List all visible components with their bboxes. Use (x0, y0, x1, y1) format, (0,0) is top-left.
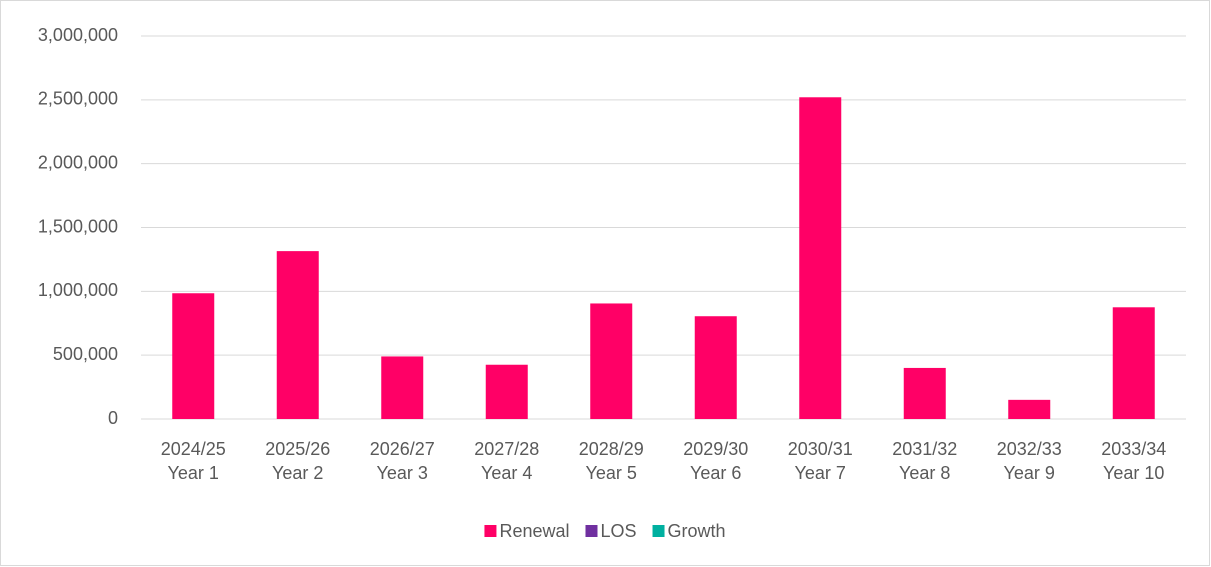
x-tick-label: 2031/32 (892, 439, 957, 459)
legend: Renewal LOS Growth (484, 521, 726, 541)
y-tick-label: 3,000,000 (38, 25, 118, 45)
x-tick-label: 2032/33 (997, 439, 1062, 459)
x-tick-label: Year 5 (586, 463, 637, 483)
x-tick-label: 2025/26 (265, 439, 330, 459)
bar (590, 303, 633, 419)
bar (381, 356, 424, 419)
x-tick-label: 2029/30 (683, 439, 748, 459)
y-tick-label: 500,000 (53, 344, 118, 364)
legend-swatch (652, 525, 665, 537)
x-tick-label: Year 4 (481, 463, 532, 483)
bar (903, 367, 946, 419)
y-tick-label: 2,000,000 (38, 152, 118, 172)
legend-swatch (585, 525, 598, 537)
x-tick-label: Year 9 (1004, 463, 1055, 483)
bar (172, 293, 215, 419)
x-tick-label: Year 10 (1103, 463, 1164, 483)
x-tick-label: 2027/28 (474, 439, 539, 459)
legend-label: Growth (668, 521, 726, 541)
legend-label: Renewal (499, 521, 569, 541)
legend-swatch (484, 525, 497, 537)
bar (276, 251, 319, 419)
bar (799, 97, 842, 419)
bar (1112, 307, 1155, 419)
y-tick-label: 0 (108, 408, 118, 428)
bar (1008, 399, 1051, 419)
x-tick-label: Year 7 (795, 463, 846, 483)
y-tick-label: 2,500,000 (38, 89, 118, 109)
x-tick-label: 2026/27 (370, 439, 435, 459)
x-tick-label: 2033/34 (1101, 439, 1166, 459)
x-tick-label: Year 8 (899, 463, 950, 483)
bar (694, 316, 737, 419)
x-tick-label: Year 6 (690, 463, 741, 483)
x-tick-label: 2024/25 (161, 439, 226, 459)
x-tick-label: Year 1 (168, 463, 219, 483)
y-tick-label: 1,000,000 (38, 280, 118, 300)
x-tick-label: 2030/31 (788, 439, 853, 459)
legend-label: LOS (600, 521, 636, 541)
x-tick-label: Year 3 (377, 463, 428, 483)
y-tick-label: 1,500,000 (38, 216, 118, 236)
bar (485, 364, 528, 419)
x-tick-label: Year 2 (272, 463, 323, 483)
x-tick-label: 2028/29 (579, 439, 644, 459)
